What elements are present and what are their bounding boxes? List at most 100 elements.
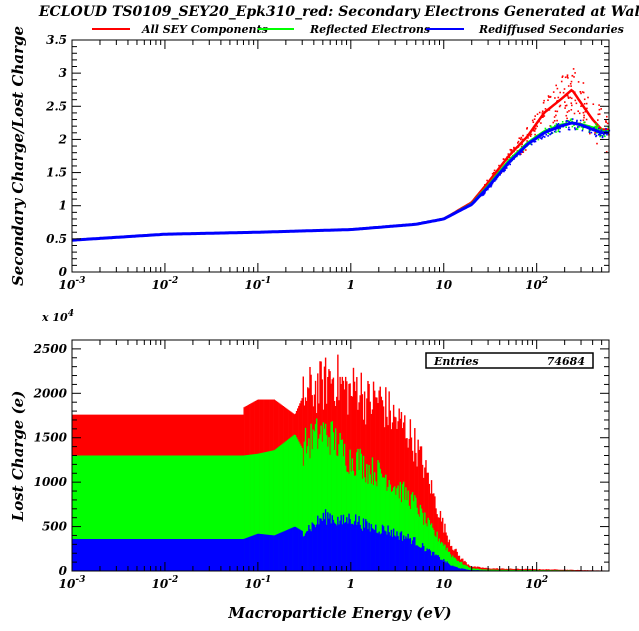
histogram-bar xyxy=(414,495,416,571)
scatter-point xyxy=(543,136,546,138)
scatter-point xyxy=(573,76,575,78)
histogram-bar xyxy=(425,523,427,571)
histogram-bar xyxy=(431,527,434,571)
scatter-point xyxy=(568,128,571,131)
scatter-point xyxy=(499,167,501,170)
scatter-point xyxy=(565,104,568,107)
histogram-bar xyxy=(368,522,370,571)
histogram-bar xyxy=(404,415,406,571)
scatter-point xyxy=(598,133,601,136)
scatter-trend-2 xyxy=(71,121,609,242)
histogram-bar xyxy=(482,569,484,571)
histogram-bar xyxy=(486,568,489,571)
histogram-bar xyxy=(445,562,447,571)
histogram-bar xyxy=(476,568,478,571)
scatter-point xyxy=(550,132,553,135)
histogram-bar xyxy=(371,457,374,571)
histogram-bar xyxy=(343,523,346,571)
histogram-bar xyxy=(271,535,273,571)
bottom-y-axis-label: Lost Charge (e) xyxy=(9,391,27,523)
histogram-bar xyxy=(415,497,417,571)
histogram-bar xyxy=(244,538,247,571)
histogram-bar xyxy=(281,444,283,571)
histogram-bar xyxy=(391,536,394,571)
histogram-bar xyxy=(376,532,378,571)
top-y-axis-label: Secondary Charge/Lost Charge xyxy=(9,26,27,286)
histogram-bar xyxy=(375,524,377,571)
histogram-bar xyxy=(425,551,427,571)
histogram-bar xyxy=(458,562,461,571)
scatter-point xyxy=(566,76,569,78)
histogram-bar xyxy=(508,569,511,571)
histogram-bar xyxy=(441,560,444,571)
histogram-bar xyxy=(301,530,303,571)
histogram-bar xyxy=(382,526,385,571)
scatter-point xyxy=(517,140,520,143)
histogram-bar xyxy=(527,569,530,571)
histogram-bar xyxy=(389,484,391,571)
scatter-point xyxy=(593,127,595,129)
histogram-bar xyxy=(423,477,425,571)
histogram-bar xyxy=(431,551,434,571)
histogram-bar xyxy=(501,568,503,571)
histogram-bar xyxy=(447,551,449,571)
scatter-point xyxy=(547,99,549,101)
histogram-bar xyxy=(496,569,499,571)
histogram-bar xyxy=(452,555,454,571)
bottom-y-tick-label: 1000 xyxy=(34,475,68,489)
histogram-bar xyxy=(307,530,309,571)
histogram-bar xyxy=(324,423,327,571)
scatter-point xyxy=(530,133,533,136)
histogram-bar xyxy=(457,568,460,571)
stats-entries-label: Entries xyxy=(433,355,479,368)
histogram-bar xyxy=(274,449,277,571)
top-plot-data xyxy=(71,68,611,242)
histogram-bar xyxy=(425,460,427,571)
histogram-bar xyxy=(434,496,436,571)
histogram-bar xyxy=(333,522,336,571)
histogram-bar xyxy=(332,432,335,571)
histogram-bar xyxy=(404,539,406,571)
scatter-point xyxy=(595,125,598,128)
histogram-bar xyxy=(502,569,504,571)
histogram-bar xyxy=(329,513,331,571)
histogram-bar xyxy=(445,550,447,571)
histogram-bar xyxy=(440,559,443,571)
scatter-point xyxy=(552,91,555,93)
histogram-bar xyxy=(420,508,423,571)
scatter-point xyxy=(484,191,486,193)
histogram-bar xyxy=(357,448,359,571)
scatter-point xyxy=(487,188,489,191)
histogram-bar xyxy=(392,528,395,571)
scatter-point xyxy=(556,119,558,122)
histogram-bar xyxy=(372,381,375,571)
scatter-point xyxy=(490,184,493,187)
histogram-bar xyxy=(389,535,391,571)
scatter-point xyxy=(573,112,576,115)
histogram-bar xyxy=(478,569,481,571)
scatter-point xyxy=(540,134,543,137)
stats-box xyxy=(425,352,594,369)
histogram-bar xyxy=(309,458,311,571)
histogram-bar xyxy=(363,527,366,571)
histogram-bar xyxy=(247,537,250,571)
scatter-point xyxy=(538,111,541,114)
histogram-bar xyxy=(285,440,288,571)
histogram-bar xyxy=(382,477,385,571)
histogram-bar xyxy=(545,569,548,571)
scatter-point xyxy=(598,108,601,111)
scatter-point xyxy=(600,108,602,110)
scatter-point xyxy=(526,140,528,142)
histogram-bar xyxy=(244,455,247,571)
histogram-bar xyxy=(418,516,420,571)
scatter-point xyxy=(535,134,538,137)
scatter-point xyxy=(574,99,577,102)
histogram-bar xyxy=(363,477,366,571)
histogram-bar xyxy=(516,568,519,571)
histogram-bar xyxy=(429,524,432,571)
histogram-bar xyxy=(440,541,443,571)
scatter-point xyxy=(509,163,511,166)
scatter-point xyxy=(597,119,599,121)
scatter-point xyxy=(544,108,547,110)
scatter-point xyxy=(580,126,583,128)
